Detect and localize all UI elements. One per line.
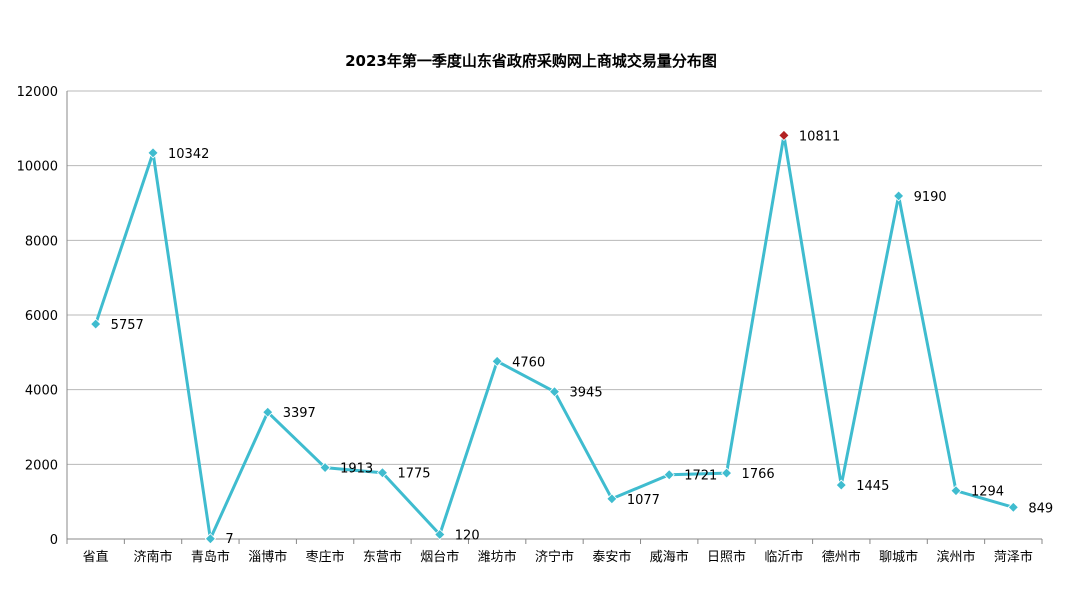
data-point [491, 355, 503, 367]
y-tick-label: 6000 [25, 309, 58, 324]
data-point [1007, 501, 1019, 513]
x-tick-label: 济宁市 [535, 549, 574, 565]
data-label: 1445 [856, 479, 889, 494]
data-label: 10811 [799, 129, 840, 144]
x-tick-label: 威海市 [650, 549, 689, 565]
x-tick-label: 德州市 [822, 549, 861, 565]
data-labels: 5757 10342 7 3397 1913 1775 120 4760 3945 1077 172… [111, 129, 1053, 547]
x-axis: 省直 济南市 青岛市 淄博市 枣庄市 东营市 烟台市 潍坊市 济宁市 泰安市 威海市 日照市 临沂市 德州… [66, 538, 1043, 565]
data-label: 10342 [168, 147, 209, 162]
x-tick-label: 聊城市 [879, 549, 918, 565]
x-tick-label: 东营市 [363, 549, 402, 565]
data-point [147, 147, 159, 159]
data-point [434, 528, 446, 541]
data-point [606, 493, 618, 505]
data-point [376, 467, 389, 479]
x-tick-label: 临沂市 [764, 549, 803, 565]
data-label: 1775 [397, 467, 430, 482]
y-tick-label: 12000 [17, 85, 58, 100]
data-point [893, 190, 905, 202]
y-tick-label: 10000 [17, 160, 58, 175]
data-point [262, 406, 274, 418]
data-label: 9190 [914, 190, 947, 205]
chart-title: 2023年第一季度山东省政府采购网上商城交易量分布图 [345, 52, 717, 70]
x-tick-label: 济南市 [134, 549, 173, 565]
data-point [204, 533, 216, 545]
data-label: 3945 [570, 386, 603, 401]
data-label: 1077 [627, 493, 660, 508]
data-label: 3397 [283, 406, 316, 421]
data-label: 4760 [512, 355, 545, 370]
gridlines [67, 90, 1042, 465]
data-label: 1766 [742, 467, 775, 482]
x-tick-label: 淄博市 [248, 549, 287, 565]
x-tick-label: 泰安市 [592, 549, 631, 565]
x-tick-label: 日照市 [707, 549, 746, 565]
data-label: 120 [455, 529, 480, 544]
y-tick-label: 4000 [25, 384, 58, 399]
data-label: 7 [225, 532, 233, 547]
data-label: 849 [1028, 501, 1053, 516]
data-label: 1294 [971, 485, 1004, 500]
data-point [319, 462, 331, 474]
x-tick-label: 省直 [83, 550, 109, 565]
data-point [720, 467, 733, 479]
data-point [950, 485, 962, 497]
x-tick-label: 菏泽市 [994, 549, 1033, 565]
data-point [835, 479, 847, 491]
data-point [778, 129, 790, 141]
data-label: 1913 [340, 462, 373, 477]
x-tick-label: 潍坊市 [478, 549, 517, 565]
y-tick-label: 2000 [25, 458, 58, 473]
x-tick-label: 烟台市 [420, 549, 459, 565]
data-point [663, 469, 675, 481]
y-tick-label: 0 [50, 533, 58, 548]
data-point [90, 318, 102, 330]
data-label: 1721 [684, 469, 717, 484]
x-tick-label: 滨州市 [936, 549, 975, 565]
y-axis: 0 2000 4000 6000 8000 10000 12000 [17, 85, 68, 548]
data-label: 5757 [111, 318, 144, 333]
y-tick-label: 8000 [25, 234, 58, 249]
x-tick-label: 枣庄市 [306, 549, 345, 565]
x-tick-label: 青岛市 [191, 549, 230, 565]
data-point [548, 386, 561, 398]
series [90, 129, 1019, 545]
